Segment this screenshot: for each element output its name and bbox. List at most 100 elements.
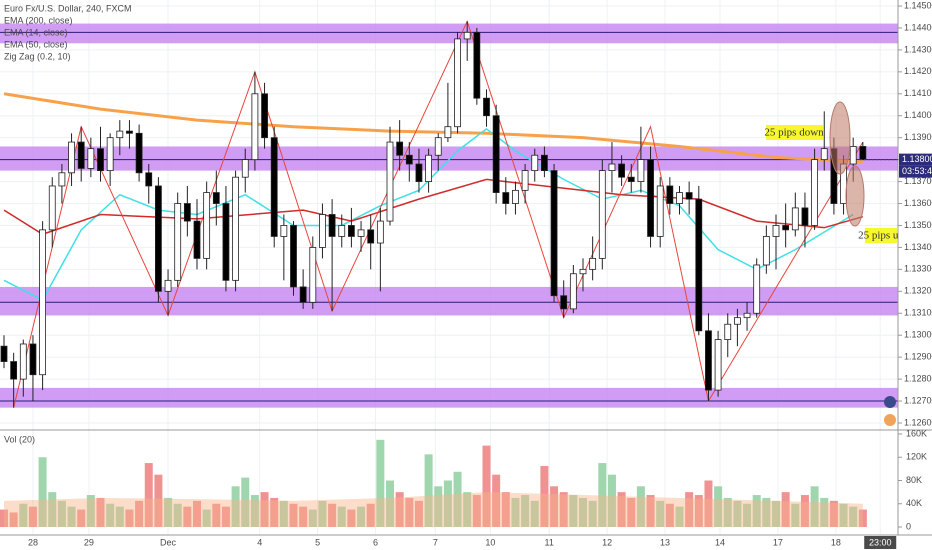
volume-bar <box>9 512 18 527</box>
x-tick-label: Dec <box>160 537 177 547</box>
y-tick-label: 1.13600 <box>904 198 932 208</box>
volume-bar <box>347 509 356 527</box>
y-tick-label: 120K <box>906 452 927 462</box>
volume-bar <box>434 486 443 527</box>
candle-body <box>627 176 635 182</box>
volume-bar <box>221 506 230 527</box>
y-tick-label: 1.14000 <box>904 110 932 120</box>
y-tick-label: 1.13000 <box>904 330 932 340</box>
candle-body <box>222 203 230 281</box>
volume-bar <box>164 497 173 527</box>
candle-body <box>560 295 568 310</box>
y-tick-label: 1.13400 <box>904 242 932 252</box>
icon[interactable] <box>884 396 896 408</box>
candle-body <box>502 192 510 204</box>
volume-bar <box>77 509 86 527</box>
volume-bar <box>810 486 819 527</box>
last-price-box <box>899 153 932 166</box>
highlight-ellipse <box>845 165 865 227</box>
x-tick-label: 17 <box>773 537 783 547</box>
candle-body <box>550 170 558 297</box>
volume-bar <box>424 454 433 527</box>
candle-body <box>541 154 548 172</box>
volume-bar <box>260 492 269 527</box>
x-tick-label: 23:00 <box>869 537 892 547</box>
y-tick-label: 1.14400 <box>904 22 932 32</box>
x-tick-label: 12 <box>602 537 612 547</box>
candle-body <box>772 225 780 237</box>
candle-body <box>154 185 162 292</box>
y-tick-label: 1.13500 <box>904 220 932 230</box>
volume-bar <box>357 506 366 527</box>
volume-bar <box>28 506 37 527</box>
x-tick-label: 7 <box>433 537 438 547</box>
volume-bar <box>752 495 761 527</box>
candle-body <box>762 236 770 266</box>
candle-body <box>386 141 394 222</box>
volume-bar <box>202 509 211 527</box>
zone <box>0 286 898 316</box>
candle-body <box>19 343 27 380</box>
annotation: 25 pips up <box>858 230 904 242</box>
candle-body <box>328 214 336 237</box>
volume-bar <box>299 506 308 527</box>
volume-bar <box>115 506 124 527</box>
candle-body <box>405 154 413 165</box>
y-tick-label: 0 <box>906 521 911 531</box>
x-tick-label: 5 <box>315 537 320 547</box>
candle-body <box>203 192 211 259</box>
y-tick-label: 1.12800 <box>904 373 932 383</box>
candle-body <box>714 339 722 391</box>
volume-bar <box>849 506 858 527</box>
annotation-box <box>865 228 897 243</box>
volume-panel <box>0 439 867 527</box>
volume-bar <box>598 463 607 527</box>
y-tick-label: 80K <box>906 475 922 485</box>
last-price-label: 1.13800 <box>902 154 932 164</box>
candle-body <box>531 154 539 172</box>
candle-body <box>569 273 577 310</box>
volume-bar <box>193 500 201 527</box>
volume-bar <box>482 445 491 527</box>
volume-bar <box>636 486 645 527</box>
countdown-box <box>899 165 932 178</box>
volume-bar <box>212 503 221 527</box>
candle-body <box>753 264 761 314</box>
volume-bar <box>48 492 57 527</box>
icon[interactable] <box>884 414 896 426</box>
x-tick-label: 28 <box>28 537 38 547</box>
volume-bar <box>135 500 144 527</box>
volume-bar <box>414 500 423 527</box>
volume-bar <box>665 503 674 527</box>
candle-body <box>116 130 124 139</box>
x-tick-label: 18 <box>831 537 841 547</box>
candle-body <box>338 225 346 237</box>
y-tick-label: 1.13200 <box>904 286 932 296</box>
volume-bar <box>820 497 829 527</box>
candles <box>0 21 867 408</box>
y-tick-label: 1.13100 <box>904 308 932 318</box>
volume-bar <box>289 503 298 527</box>
volume-bar <box>762 497 771 527</box>
x-tick-label: 29 <box>84 537 94 547</box>
zone <box>0 387 898 408</box>
indicator-line <box>3 178 864 236</box>
volume-bar <box>279 500 288 527</box>
volume-bar <box>588 500 597 527</box>
y-tick-label: 1.14100 <box>904 88 932 98</box>
candle-body <box>579 268 587 275</box>
volume-bar <box>559 492 568 527</box>
volume-ma <box>4 492 863 527</box>
volume-bar <box>241 477 250 527</box>
volume-bar <box>328 503 337 527</box>
candle-body <box>666 185 674 204</box>
candle-body <box>261 93 268 139</box>
candle-body <box>376 220 384 244</box>
candle-body <box>10 361 18 380</box>
volume-bar <box>183 506 192 527</box>
volume-bar <box>829 500 838 527</box>
axes: 1.12600 1.12700 1.12800 1.12900 1.13000 1.131… <box>28 0 932 549</box>
highlight-ellipse <box>829 101 851 175</box>
candle-body <box>145 172 153 187</box>
